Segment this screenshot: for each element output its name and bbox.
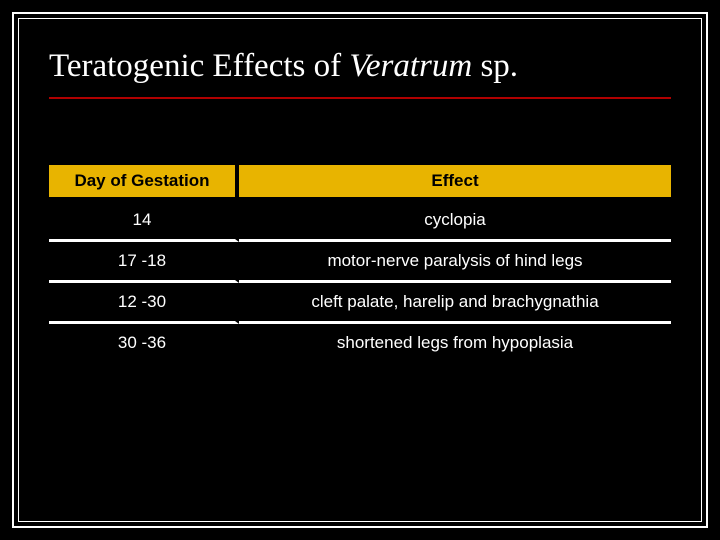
- col-header-day: Day of Gestation: [49, 165, 239, 201]
- table-row: 30 -36 shortened legs from hypoplasia: [49, 324, 671, 362]
- cell-effect: shortened legs from hypoplasia: [239, 324, 671, 362]
- slide-title: Teratogenic Effects of Veratrum sp.: [49, 47, 671, 99]
- cell-effect: cyclopia: [239, 201, 671, 242]
- effects-table-wrap: Day of Gestation Effect 14 cyclopia 17 -…: [49, 165, 671, 362]
- cell-day: 30 -36: [49, 324, 239, 362]
- inner-frame: Teratogenic Effects of Veratrum sp. Day …: [18, 18, 702, 522]
- cell-day: 17 -18: [49, 242, 239, 283]
- cell-day: 12 -30: [49, 283, 239, 324]
- col-header-effect: Effect: [239, 165, 671, 201]
- effects-table: Day of Gestation Effect 14 cyclopia 17 -…: [49, 165, 671, 362]
- title-prefix: Teratogenic Effects of: [49, 48, 349, 84]
- title-italic: Veratrum: [349, 48, 472, 84]
- cell-effect: cleft palate, harelip and brachygnathia: [239, 283, 671, 324]
- cell-effect: motor-nerve paralysis of hind legs: [239, 242, 671, 283]
- table-row: 17 -18 motor-nerve paralysis of hind leg…: [49, 242, 671, 283]
- table-row: 14 cyclopia: [49, 201, 671, 242]
- table-row: 12 -30 cleft palate, harelip and brachyg…: [49, 283, 671, 324]
- cell-day: 14: [49, 201, 239, 242]
- outer-frame: Teratogenic Effects of Veratrum sp. Day …: [12, 12, 708, 528]
- table-header-row: Day of Gestation Effect: [49, 165, 671, 201]
- title-suffix: sp.: [472, 48, 518, 84]
